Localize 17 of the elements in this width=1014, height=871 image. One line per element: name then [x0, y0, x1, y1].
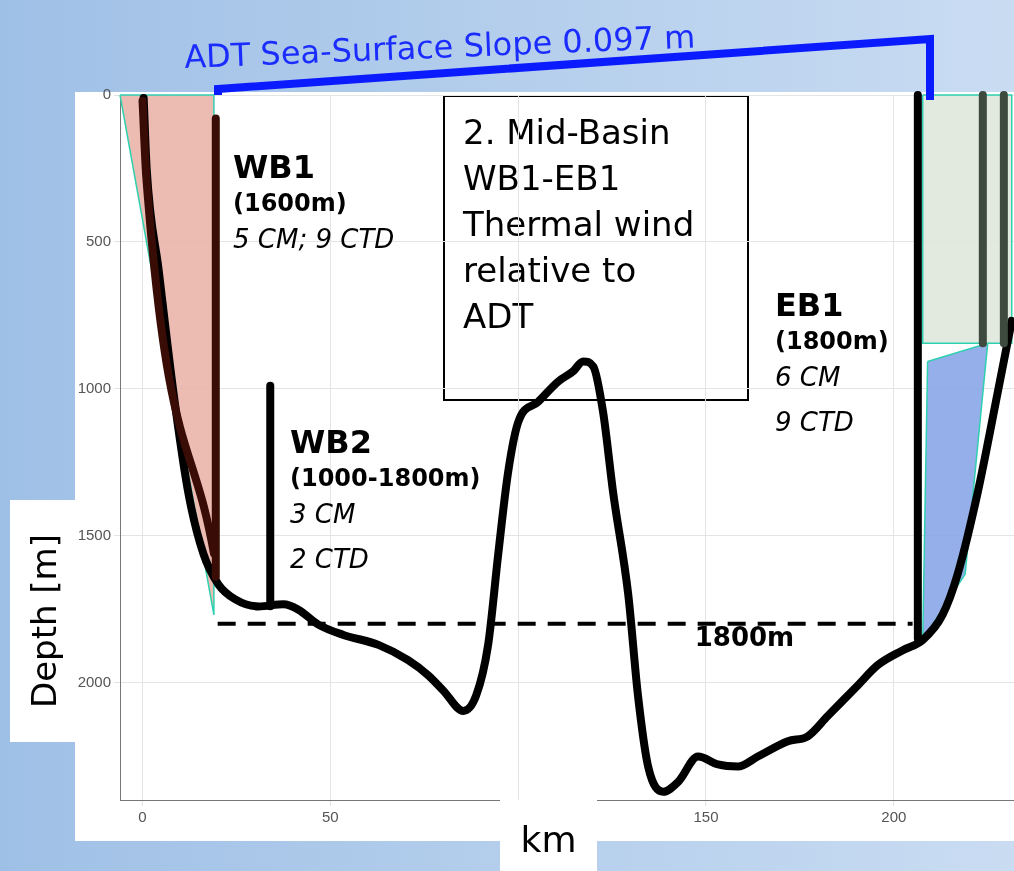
- x-tick-label: 200: [881, 808, 907, 826]
- y-tick-label: 500: [85, 232, 111, 250]
- x-tick-label: 150: [693, 808, 719, 826]
- y-axis-title: Depth [m]: [23, 533, 64, 709]
- y-tick-label: 1000: [77, 378, 111, 396]
- chart-title: ADT Sea-Surface Slope 0.097 m: [183, 17, 696, 76]
- x-tick-label: 0: [138, 808, 147, 826]
- x-axis-title: km: [500, 800, 597, 871]
- y-tick-label: 1500: [77, 525, 111, 543]
- annotation: WB1 (1600m) 5 CM; 9 CTD: [233, 147, 395, 256]
- x-tick-label: 50: [322, 808, 339, 826]
- y-tick-label: 0: [102, 85, 111, 103]
- annotation: WB2 (1000-1800m) 3 CM 2 CTD: [290, 422, 481, 576]
- y-tick-label: 2000: [77, 672, 111, 690]
- text-box: 2. Mid-Basin WB1-EB1 Thermal wind relative to ADT: [443, 95, 749, 401]
- annotation: EB1 (1800m) 6 CM 9 CTD: [775, 285, 889, 439]
- ref-line-label: 1800m: [694, 621, 795, 652]
